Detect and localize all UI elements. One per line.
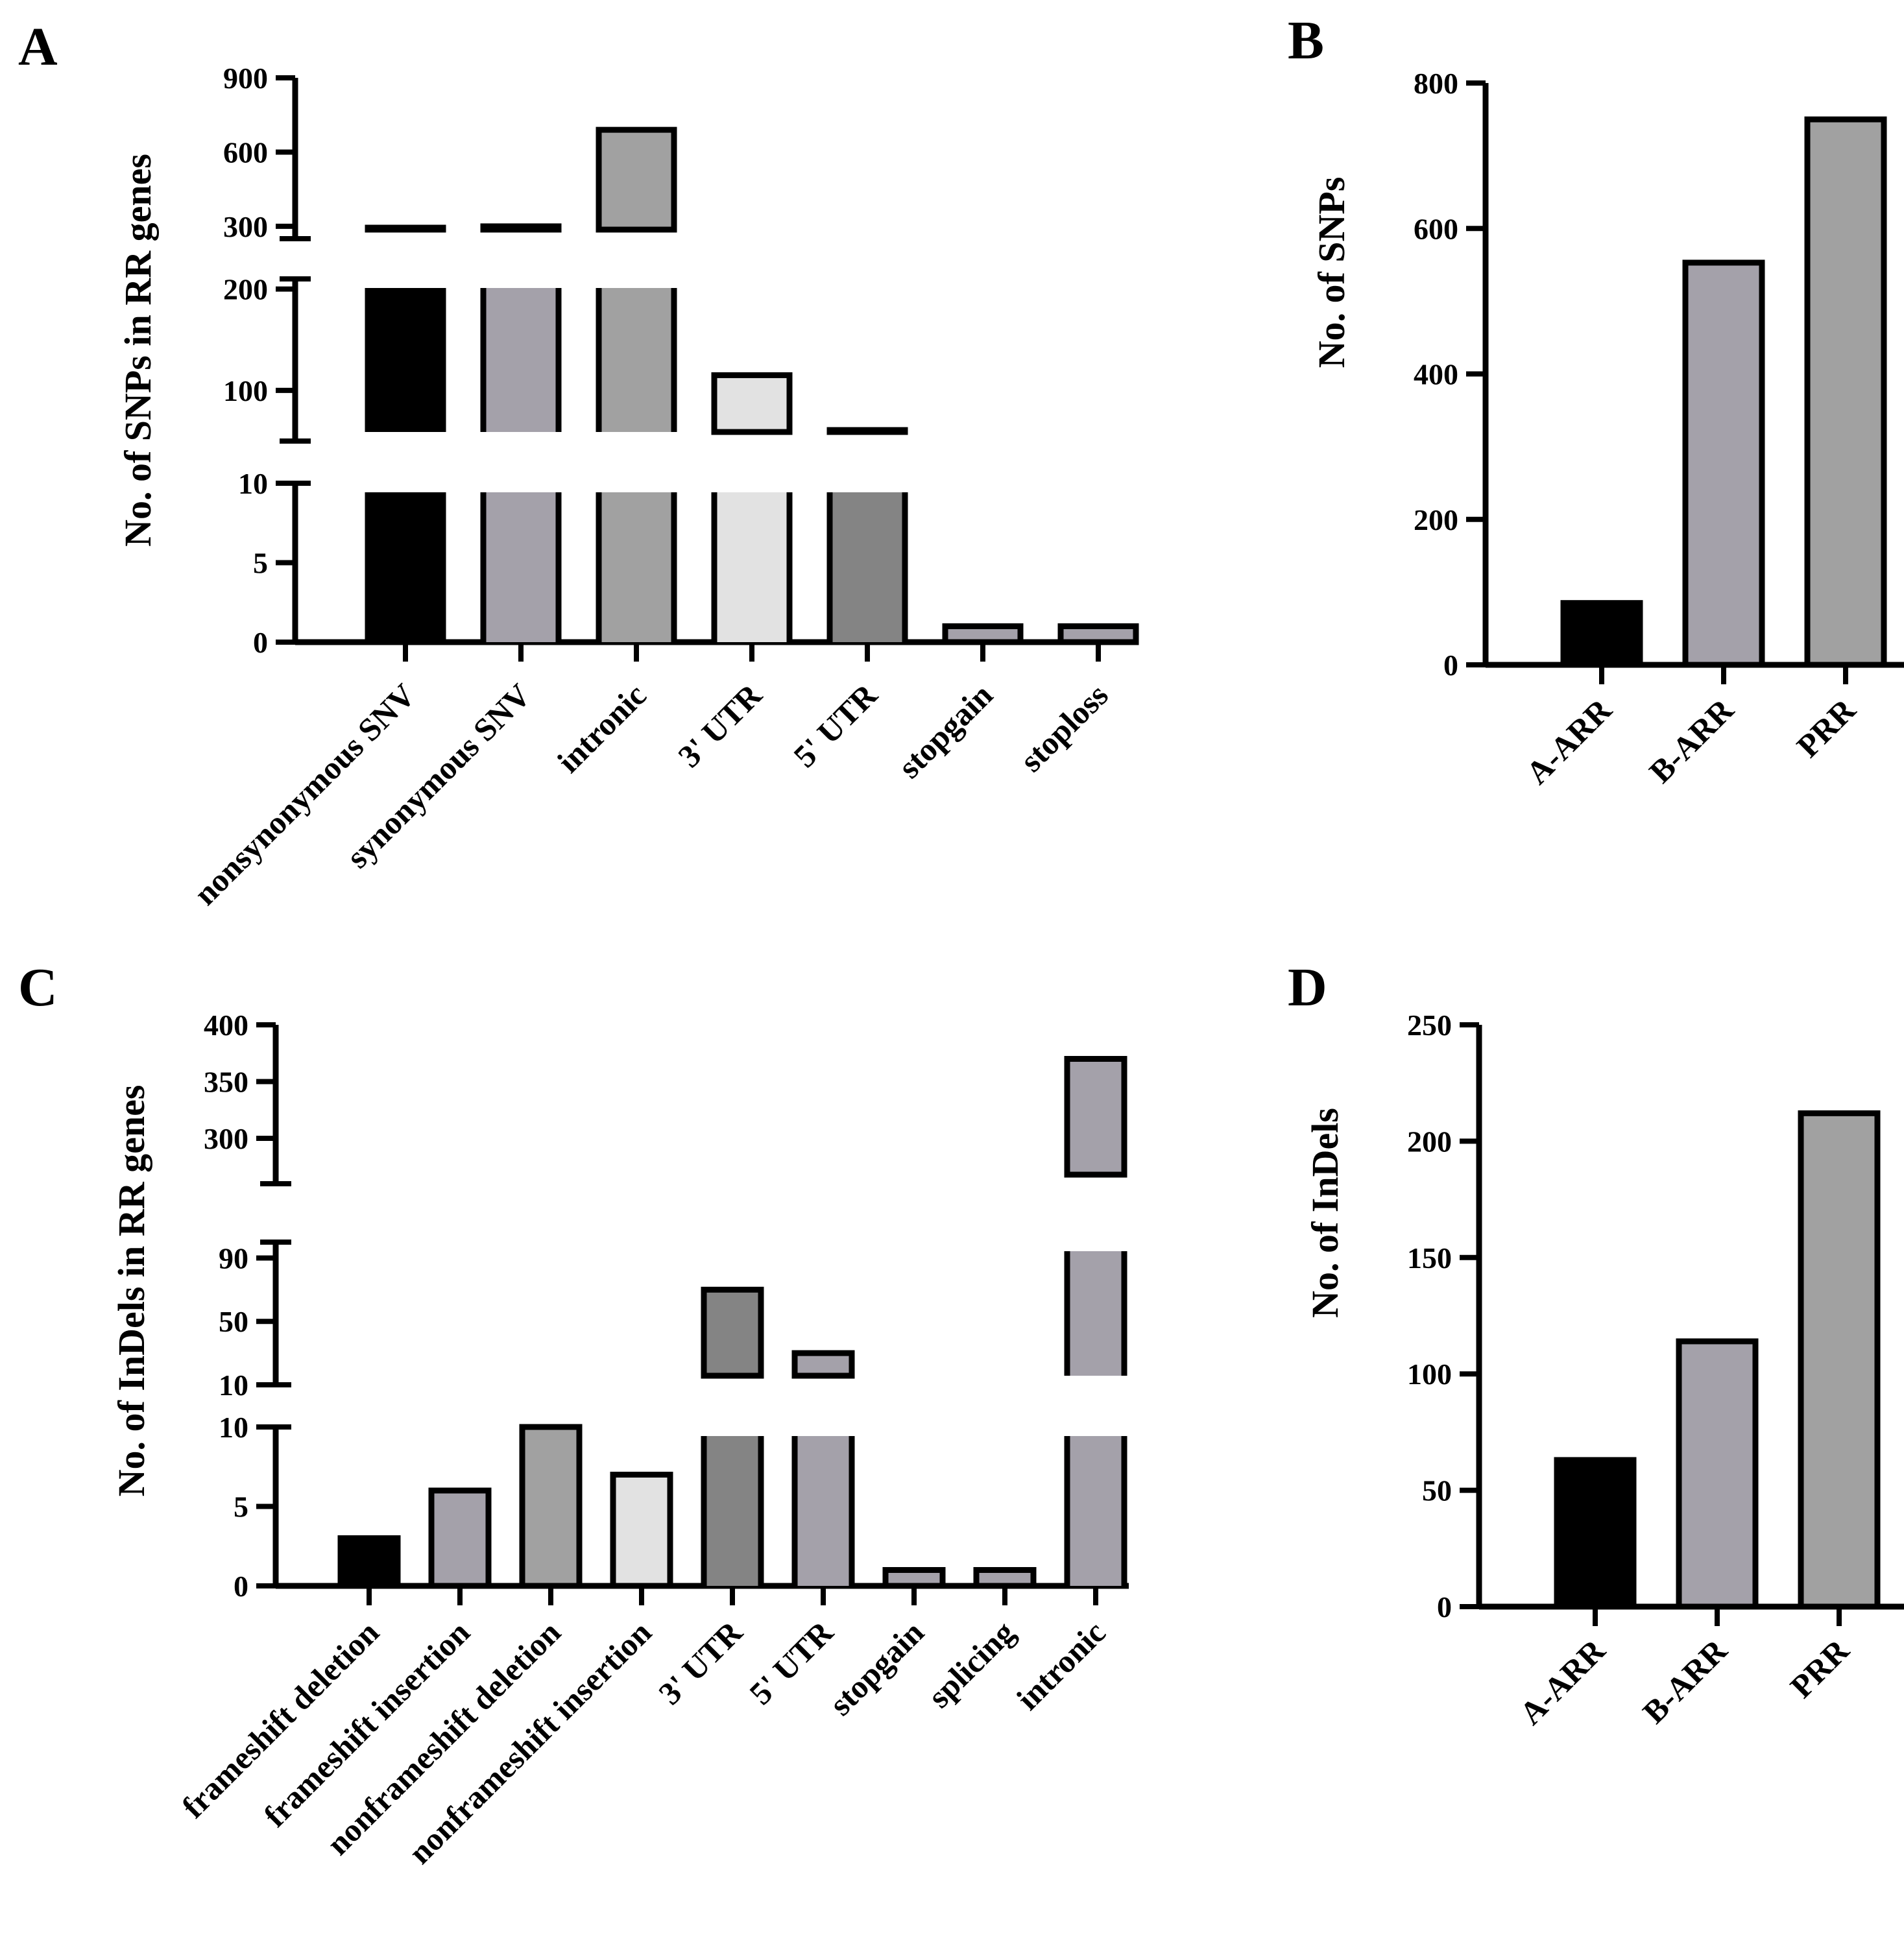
panel-c-bar-intronic-piece-3 xyxy=(1064,1056,1127,1178)
panel-a-bar-stopgain xyxy=(942,623,1024,645)
panel-d-x-label-b-arr: B-ARR xyxy=(1635,1632,1734,1731)
panel-c-bar-nonframeshift-deletion xyxy=(519,1424,583,1589)
panel-label-b: B xyxy=(1288,10,1324,71)
panel-b-x-label-prr: PRR xyxy=(1790,691,1863,765)
panel-a-bar-nonsynonymous-snv-piece-1 xyxy=(368,492,443,642)
panel-a-x-label-intronic: intronic xyxy=(550,677,653,780)
panel-b-y-tick-label-600: 600 xyxy=(1414,212,1458,245)
panel-a-bar-intronic-piece-1 xyxy=(599,492,674,642)
panel-c-bar-frameshift-deletion xyxy=(337,1535,401,1589)
panel-d-y-tick-label-50: 50 xyxy=(1422,1474,1452,1507)
panel-a-bar-nonsynonymous-snv-piece-2 xyxy=(368,288,443,432)
panel-c-y-tick-label-0-s1: 0 xyxy=(234,1570,248,1603)
panel-a-x-label-stoploss: stoploss xyxy=(1013,677,1115,778)
panel-b-x-label-a-arr: A-ARR xyxy=(1519,691,1619,791)
panel-b-y-tick-label-200: 200 xyxy=(1414,503,1458,536)
panel-a-bar-intronic-piece-2 xyxy=(599,288,674,432)
panel-c-bar-stopgain xyxy=(882,1567,946,1589)
panel-b-y-tick-label-400: 400 xyxy=(1414,358,1458,391)
panel-c-y-tick-label-90-s2: 90 xyxy=(219,1241,248,1275)
panel-d-x-label-a-arr: A-ARR xyxy=(1512,1632,1612,1732)
panel-label-c: C xyxy=(18,957,58,1018)
panel-a-y-tick-label-300-s3: 300 xyxy=(223,210,268,243)
panel-c-bar-intronic-piece-2 xyxy=(1067,1251,1124,1376)
panel-a-bar-3-utr-piece-2 xyxy=(711,372,793,435)
panel-c-bar-frameshift-insertion xyxy=(428,1487,492,1589)
panel-d-x-label-prr: PRR xyxy=(1783,1632,1857,1705)
panel-a-x-label-nonsynonymous-snv: nonsynonymous SNV xyxy=(187,677,422,912)
panel-c-bar-5-utr-piece-1 xyxy=(795,1436,852,1586)
panel-b-bar-b-arr xyxy=(1682,259,1765,668)
panel-c-bar-intronic-piece-1 xyxy=(1067,1436,1124,1586)
panel-b-y-axis-title: No. of SNPs xyxy=(1310,177,1353,368)
panel-b-y-tick-label-800: 800 xyxy=(1414,67,1458,100)
panel-a-bar-5-utr-piece-2 xyxy=(826,427,908,435)
panel-c-y-tick-label-50-s2: 50 xyxy=(219,1305,248,1338)
panel-c-y-tick-label-10-s2: 10 xyxy=(219,1369,248,1402)
panel-c-y-tick-label-400-s3: 400 xyxy=(204,1009,248,1042)
panel-a-bar-5-utr-piece-1 xyxy=(830,492,905,642)
panel-a-y-tick-label-10-s1: 10 xyxy=(238,467,268,500)
panel-c-y-tick-label-5-s1: 5 xyxy=(234,1491,248,1524)
panel-c-bar-3-utr-piece-1 xyxy=(704,1436,761,1586)
panel-b-bar-a-arr xyxy=(1560,600,1643,668)
panel-d-y-tick-label-0: 0 xyxy=(1437,1590,1452,1624)
panel-a-y-tick-label-600-s3: 600 xyxy=(223,136,268,169)
panel-a-bar-synonymous-snv-piece-3 xyxy=(480,223,562,233)
panel-a-x-label-5-utr: 5' UTR xyxy=(786,677,884,774)
panel-b-x-label-b-arr: B-ARR xyxy=(1642,691,1741,790)
panel-d-y-tick-label-200: 200 xyxy=(1407,1125,1452,1158)
panel-c-x-label-intronic: intronic xyxy=(1009,1614,1113,1717)
panel-d-bar-b-arr xyxy=(1676,1338,1759,1610)
panel-c-x-label-splicing: splicing xyxy=(921,1614,1022,1715)
panel-a-x-label-stopgain: stopgain xyxy=(891,677,999,785)
panel-c-y-tick-label-300-s3: 300 xyxy=(204,1122,248,1155)
panel-c-y-tick-label-350-s3: 350 xyxy=(204,1066,248,1099)
panel-d-y-axis-title: No. of InDels xyxy=(1304,1108,1346,1318)
panel-a-y-tick-label-900-s3: 900 xyxy=(223,62,268,95)
panel-a-y-tick-label-100-s2: 100 xyxy=(223,374,268,407)
panel-a-bar-intronic-piece-3 xyxy=(596,126,677,233)
panel-c-bar-splicing xyxy=(973,1567,1037,1589)
panel-b-y-tick-label-0: 0 xyxy=(1443,649,1458,682)
panel-d-bar-prr xyxy=(1798,1110,1881,1610)
panel-c-x-label-stopgain: stopgain xyxy=(822,1614,930,1722)
panel-c-bar-3-utr-piece-2 xyxy=(701,1286,764,1379)
panel-c-bar-5-utr-piece-2 xyxy=(791,1350,855,1379)
panel-a-bar-3-utr-piece-1 xyxy=(714,492,789,642)
panel-d-bar-a-arr xyxy=(1554,1457,1637,1610)
panel-c-y-axis-title: No. of InDels in RR genes xyxy=(110,1085,152,1497)
panel-c-y-tick-label-10-s1: 10 xyxy=(219,1411,248,1444)
panel-d-y-tick-label-150: 150 xyxy=(1407,1241,1452,1275)
panel-d-y-tick-label-100: 100 xyxy=(1407,1358,1452,1391)
panel-a-y-axis-title: No. of SNPs in RR genes xyxy=(117,154,159,547)
panel-d-y-tick-label-250: 250 xyxy=(1407,1009,1452,1042)
panel-a-bar-nonsynonymous-snv-piece-3 xyxy=(365,224,446,233)
panel-label-d: D xyxy=(1288,957,1327,1018)
panel-a-bar-synonymous-snv-piece-2 xyxy=(483,288,559,432)
panel-a-y-tick-label-0-s1: 0 xyxy=(253,626,268,659)
panel-a-bar-stoploss xyxy=(1057,623,1139,645)
panel-b-bar-prr xyxy=(1804,116,1887,668)
panel-a-y-tick-label-200-s2: 200 xyxy=(223,273,268,306)
panel-a-bar-synonymous-snv-piece-1 xyxy=(483,492,559,642)
panel-a-y-tick-label-5-s1: 5 xyxy=(253,547,268,580)
panel-c-bar-nonframeshift-insertion xyxy=(610,1472,673,1589)
panel-a-x-label-3-utr: 3' UTR xyxy=(671,677,769,774)
panel-label-a: A xyxy=(18,17,58,77)
panel-c-x-label-3-utr: 3' UTR xyxy=(651,1614,749,1712)
